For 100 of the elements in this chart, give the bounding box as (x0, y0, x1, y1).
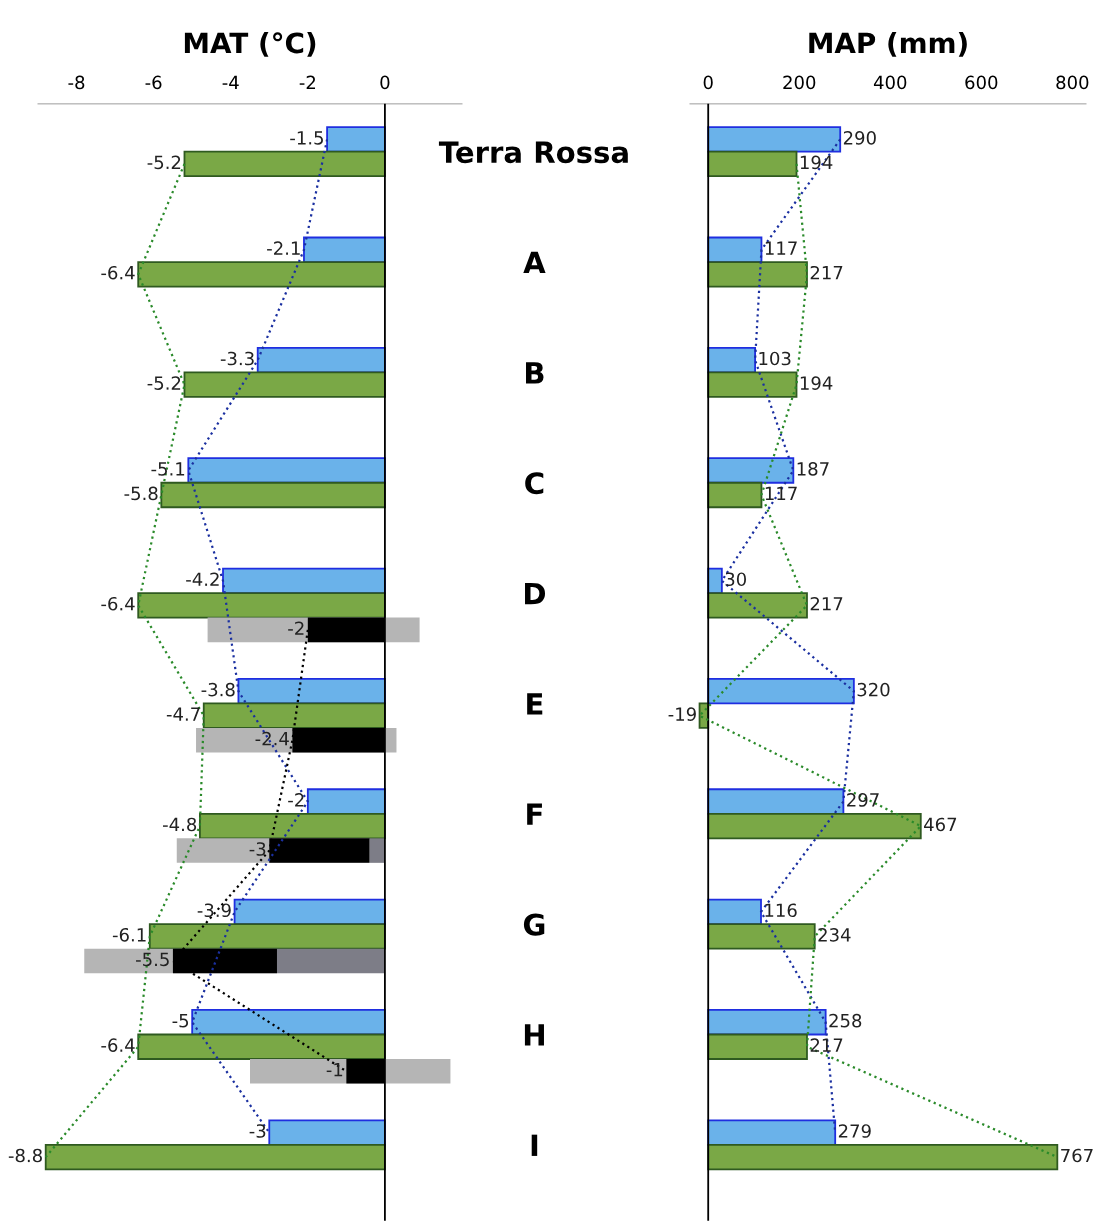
bar (137, 261, 386, 288)
bar (707, 261, 808, 288)
y-tick-label: B (526, 362, 544, 384)
bar (44, 1143, 386, 1171)
bar (707, 126, 842, 153)
data-label: 258 (829, 1013, 862, 1028)
data-label: 217 (810, 1038, 843, 1052)
bar (707, 1033, 808, 1060)
data-label: -8.8 (8, 1148, 42, 1163)
chart-title: MAT (°C) (184, 31, 316, 57)
data-label: -5 (172, 1014, 189, 1028)
y-tick-label: D (525, 582, 546, 605)
data-label: -19 (668, 707, 696, 721)
y-tick-label: C (525, 472, 544, 495)
x-tick-label: -4 (222, 75, 239, 89)
data-label: -3.3 (220, 351, 254, 366)
data-label: -4.2 (186, 572, 219, 586)
data-label: -6.4 (101, 1038, 135, 1052)
data-label: 116 (765, 903, 797, 918)
bar (237, 678, 386, 705)
bar (198, 812, 386, 840)
x-tick-label: 0 (380, 75, 390, 90)
data-label: 103 (759, 351, 791, 366)
x-tick-label: 800 (1056, 75, 1089, 90)
data-label: 194 (800, 155, 833, 170)
data-label: -1 (326, 1063, 343, 1077)
bar (187, 457, 386, 484)
y-tick-label: I (531, 1134, 538, 1156)
x-tick-label: 0 (703, 75, 713, 90)
x-tick-label: 200 (783, 75, 816, 90)
chart-title: MAP (mm) (809, 31, 967, 57)
bar (202, 702, 386, 729)
bar (137, 592, 386, 619)
data-label: 467 (924, 817, 957, 832)
data-label: 217 (810, 265, 843, 280)
data-label: -3.9 (197, 903, 231, 918)
data-label: 297 (847, 793, 879, 807)
data-label: -2 (288, 793, 304, 807)
bar (326, 126, 386, 153)
data-label: -6.4 (101, 596, 135, 611)
bar (276, 948, 385, 974)
bar (137, 1033, 386, 1060)
bar (191, 1009, 386, 1036)
data-label: 187 (797, 462, 829, 476)
y-tick-label: Terra Rossa (438, 141, 628, 164)
bar (369, 838, 385, 863)
y-tick-label: E (527, 693, 543, 715)
data-label: 30 (725, 572, 747, 587)
bar (707, 923, 816, 950)
bar (183, 371, 386, 398)
data-label: 234 (818, 927, 851, 942)
bar (707, 812, 922, 840)
data-label: -4.7 (166, 707, 200, 721)
bar (160, 481, 386, 509)
bar (268, 1119, 386, 1146)
x-tick-label: 600 (965, 75, 998, 90)
data-label: 290 (843, 131, 876, 145)
data-label: 217 (810, 596, 843, 611)
bar (306, 788, 386, 815)
y-tick-label: G (523, 913, 545, 936)
data-label: -5.8 (124, 486, 158, 501)
data-label: 320 (857, 682, 890, 697)
data-label: -2 (288, 621, 304, 635)
data-label: -6.1 (112, 927, 146, 942)
data-label: -2.1 (267, 241, 300, 255)
data-label: -5.5 (136, 952, 169, 967)
bar (707, 788, 845, 815)
data-label: -3 (249, 842, 266, 856)
data-label: -4.8 (163, 817, 197, 832)
y-tick-label: F (527, 803, 542, 825)
bar (707, 371, 798, 398)
data-label: 767 (1061, 1148, 1093, 1163)
bar (222, 567, 386, 594)
bar (707, 1143, 1059, 1171)
data-label: 117 (765, 486, 797, 500)
data-label: 194 (800, 376, 833, 390)
data-label: 279 (838, 1124, 871, 1138)
x-tick-label: -2 (299, 75, 316, 89)
y-tick-label: A (523, 251, 546, 274)
x-tick-label: -6 (145, 75, 162, 90)
y-tick-label: H (524, 1024, 544, 1046)
bar (707, 457, 795, 484)
data-label: 117 (765, 241, 797, 255)
x-tick-label: -8 (68, 75, 85, 90)
data-label: -1.5 (290, 131, 323, 145)
bar (707, 150, 798, 178)
bar (707, 592, 808, 619)
x-tick-label: 400 (873, 75, 907, 90)
bar (707, 1119, 837, 1146)
data-label: -5.2 (147, 155, 181, 170)
bar (707, 481, 763, 509)
bar (148, 923, 386, 950)
data-label: -5.2 (147, 376, 181, 390)
data-label: -5.1 (151, 462, 185, 476)
data-label: -2.4 (255, 731, 289, 746)
data-label: -3 (249, 1124, 266, 1138)
bar (183, 150, 386, 178)
bar (233, 898, 386, 926)
bar (707, 678, 855, 705)
bar (707, 1009, 827, 1036)
